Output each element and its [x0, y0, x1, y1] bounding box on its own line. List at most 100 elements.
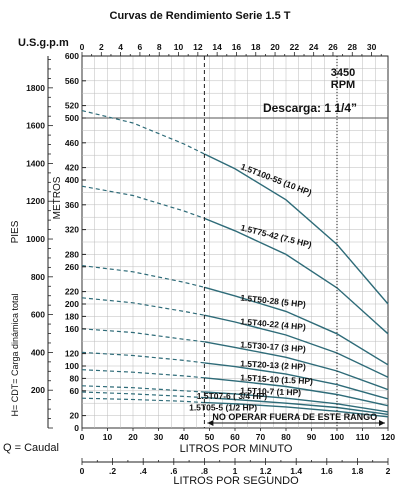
discharge-label: Descarga: 1 1/4”: [263, 101, 357, 115]
meters-tick-label: 600: [65, 51, 79, 61]
gpm-tick-label: 10: [174, 42, 184, 52]
meters-tick-label: 100: [65, 361, 79, 371]
lpm-tick-label: 120: [381, 432, 395, 442]
feet-tick-label: 1800: [26, 83, 45, 93]
series-curve: [204, 314, 389, 378]
meters-tick-label: 280: [65, 249, 79, 259]
meters-tick-label: 360: [65, 200, 79, 210]
lpm-tick-label: 70: [256, 432, 266, 442]
gpm-tick-label: 22: [290, 42, 300, 52]
meters-tick-label: 460: [65, 138, 79, 148]
gpm-tick-label: 16: [232, 42, 242, 52]
lpm-tick-label: 90: [307, 432, 317, 442]
series-label: 1.5T20-13 (2 HP): [240, 358, 306, 371]
lps-tick-label: .2: [109, 466, 116, 476]
feet-axis-label: PIES: [10, 220, 21, 243]
gpm-tick-label: 2: [99, 42, 104, 52]
feet-tick-label: 1400: [26, 158, 45, 168]
feet-tick-label: 400: [31, 347, 45, 357]
rpm-value: 3450: [331, 67, 355, 79]
meters-tick-label: 420: [65, 163, 79, 173]
series-curve: [204, 286, 389, 366]
series-label: 1.5T07-6 ( 3/4 HP): [197, 391, 268, 401]
lpm-tick-label: 40: [179, 432, 189, 442]
series-curve-dashed: [81, 397, 205, 404]
meters-tick-label: 520: [65, 101, 79, 111]
series-curve: [204, 377, 389, 407]
series-label: 1.5T05-5 (1/2 HP): [189, 403, 257, 413]
lpm-tick-label: 0: [80, 432, 85, 442]
lps-tick-label: 1: [233, 466, 238, 476]
series-curve: [204, 362, 389, 400]
series-curve-dashed: [81, 297, 205, 316]
feet-tick-label: 200: [31, 385, 45, 395]
grid: [81, 55, 389, 429]
lps-tick-label: 1.6: [321, 466, 333, 476]
series-curve: [204, 391, 389, 413]
rpm-unit: RPM: [331, 79, 355, 91]
meters-tick-label: 180: [65, 311, 79, 321]
meters-tick-label: 400: [65, 175, 79, 185]
series-label: 1.5T75-42 (7.5 HP): [240, 222, 313, 249]
gpm-tick-label: 0: [80, 42, 85, 52]
meters-tick-label: 320: [65, 225, 79, 235]
series-curve-dashed: [81, 369, 205, 379]
lpm-tick-label: 110: [356, 432, 370, 442]
lps-tick-label: 0: [80, 466, 85, 476]
lps-tick-label: 1.8: [351, 466, 363, 476]
gpm-tick-label: 20: [270, 42, 280, 52]
tdh-label: H= CDT= Carga dinámica total: [10, 293, 20, 416]
lps-tick-label: 2: [386, 466, 391, 476]
meters-axis-label: METROS: [52, 176, 63, 219]
caudal-label: Q = Caudal: [3, 442, 59, 454]
meters-tick-label: 260: [65, 262, 79, 272]
series-curve: [204, 401, 389, 418]
gpm-tick-label: 6: [138, 42, 143, 52]
series-label: 1.5T15-10 (1.5 HP): [240, 372, 313, 386]
gpm-tick-label: 14: [212, 42, 222, 52]
gpm-tick-label: 8: [157, 42, 162, 52]
series-curve-dashed: [81, 265, 205, 288]
lps-tick-label: .8: [201, 466, 208, 476]
meters-tick-label: 20: [70, 411, 80, 421]
series-curve: [204, 341, 389, 391]
range-arrow-head-left: [207, 420, 214, 426]
series-label: 1.5T10-7 (1 HP): [240, 385, 301, 397]
lps-axis-label: LITROS POR SEGUNDO: [173, 475, 299, 487]
chart-title: Curvas de Rendimiento Serie 1.5 T: [110, 10, 291, 22]
lpm-tick-label: 80: [281, 432, 291, 442]
series-curve-dashed: [81, 110, 205, 155]
gpm-tick-label: 28: [348, 42, 358, 52]
meters-tick-label: 160: [65, 324, 79, 334]
series-curve-dashed: [81, 391, 205, 399]
feet-tick-label: 1600: [26, 121, 45, 131]
meters-tick-label: 0: [74, 423, 79, 433]
top-axis-label: U.S.g.p.m: [18, 37, 69, 49]
meters-tick-label: 220: [65, 287, 79, 297]
lpm-tick-label: 60: [230, 432, 240, 442]
series-curve-dashed: [81, 351, 205, 364]
range-arrow-head-right: [379, 420, 385, 426]
gpm-tick-label: 4: [118, 42, 123, 52]
series-curve-dashed: [81, 185, 205, 219]
feet-tick-label: 1200: [26, 196, 45, 206]
lpm-tick-label: 100: [330, 432, 344, 442]
lps-tick-label: 1.2: [260, 466, 272, 476]
axes-layer: 2060801001201601802002202602803203604004…: [26, 42, 395, 476]
feet-tick-label: 1000: [26, 234, 45, 244]
gpm-tick-label: 24: [309, 42, 319, 52]
lpm-tick-label: 10: [103, 432, 113, 442]
meters-tick-label: 560: [65, 76, 79, 86]
gpm-tick-label: 26: [328, 42, 338, 52]
lps-tick-label: .4: [140, 466, 147, 476]
warning-label: NO OPERAR FUERA DE ESTE RANGO: [212, 412, 377, 422]
series-curve: [204, 396, 389, 416]
feet-tick-label: 600: [31, 310, 45, 320]
lps-tick-label: .6: [170, 466, 177, 476]
gpm-tick-label: 18: [251, 42, 261, 52]
series-curve-dashed: [81, 385, 205, 393]
lps-tick-label: 1.4: [290, 466, 302, 476]
series-curve-dashed: [81, 328, 205, 343]
meters-tick-label: 80: [70, 373, 80, 383]
